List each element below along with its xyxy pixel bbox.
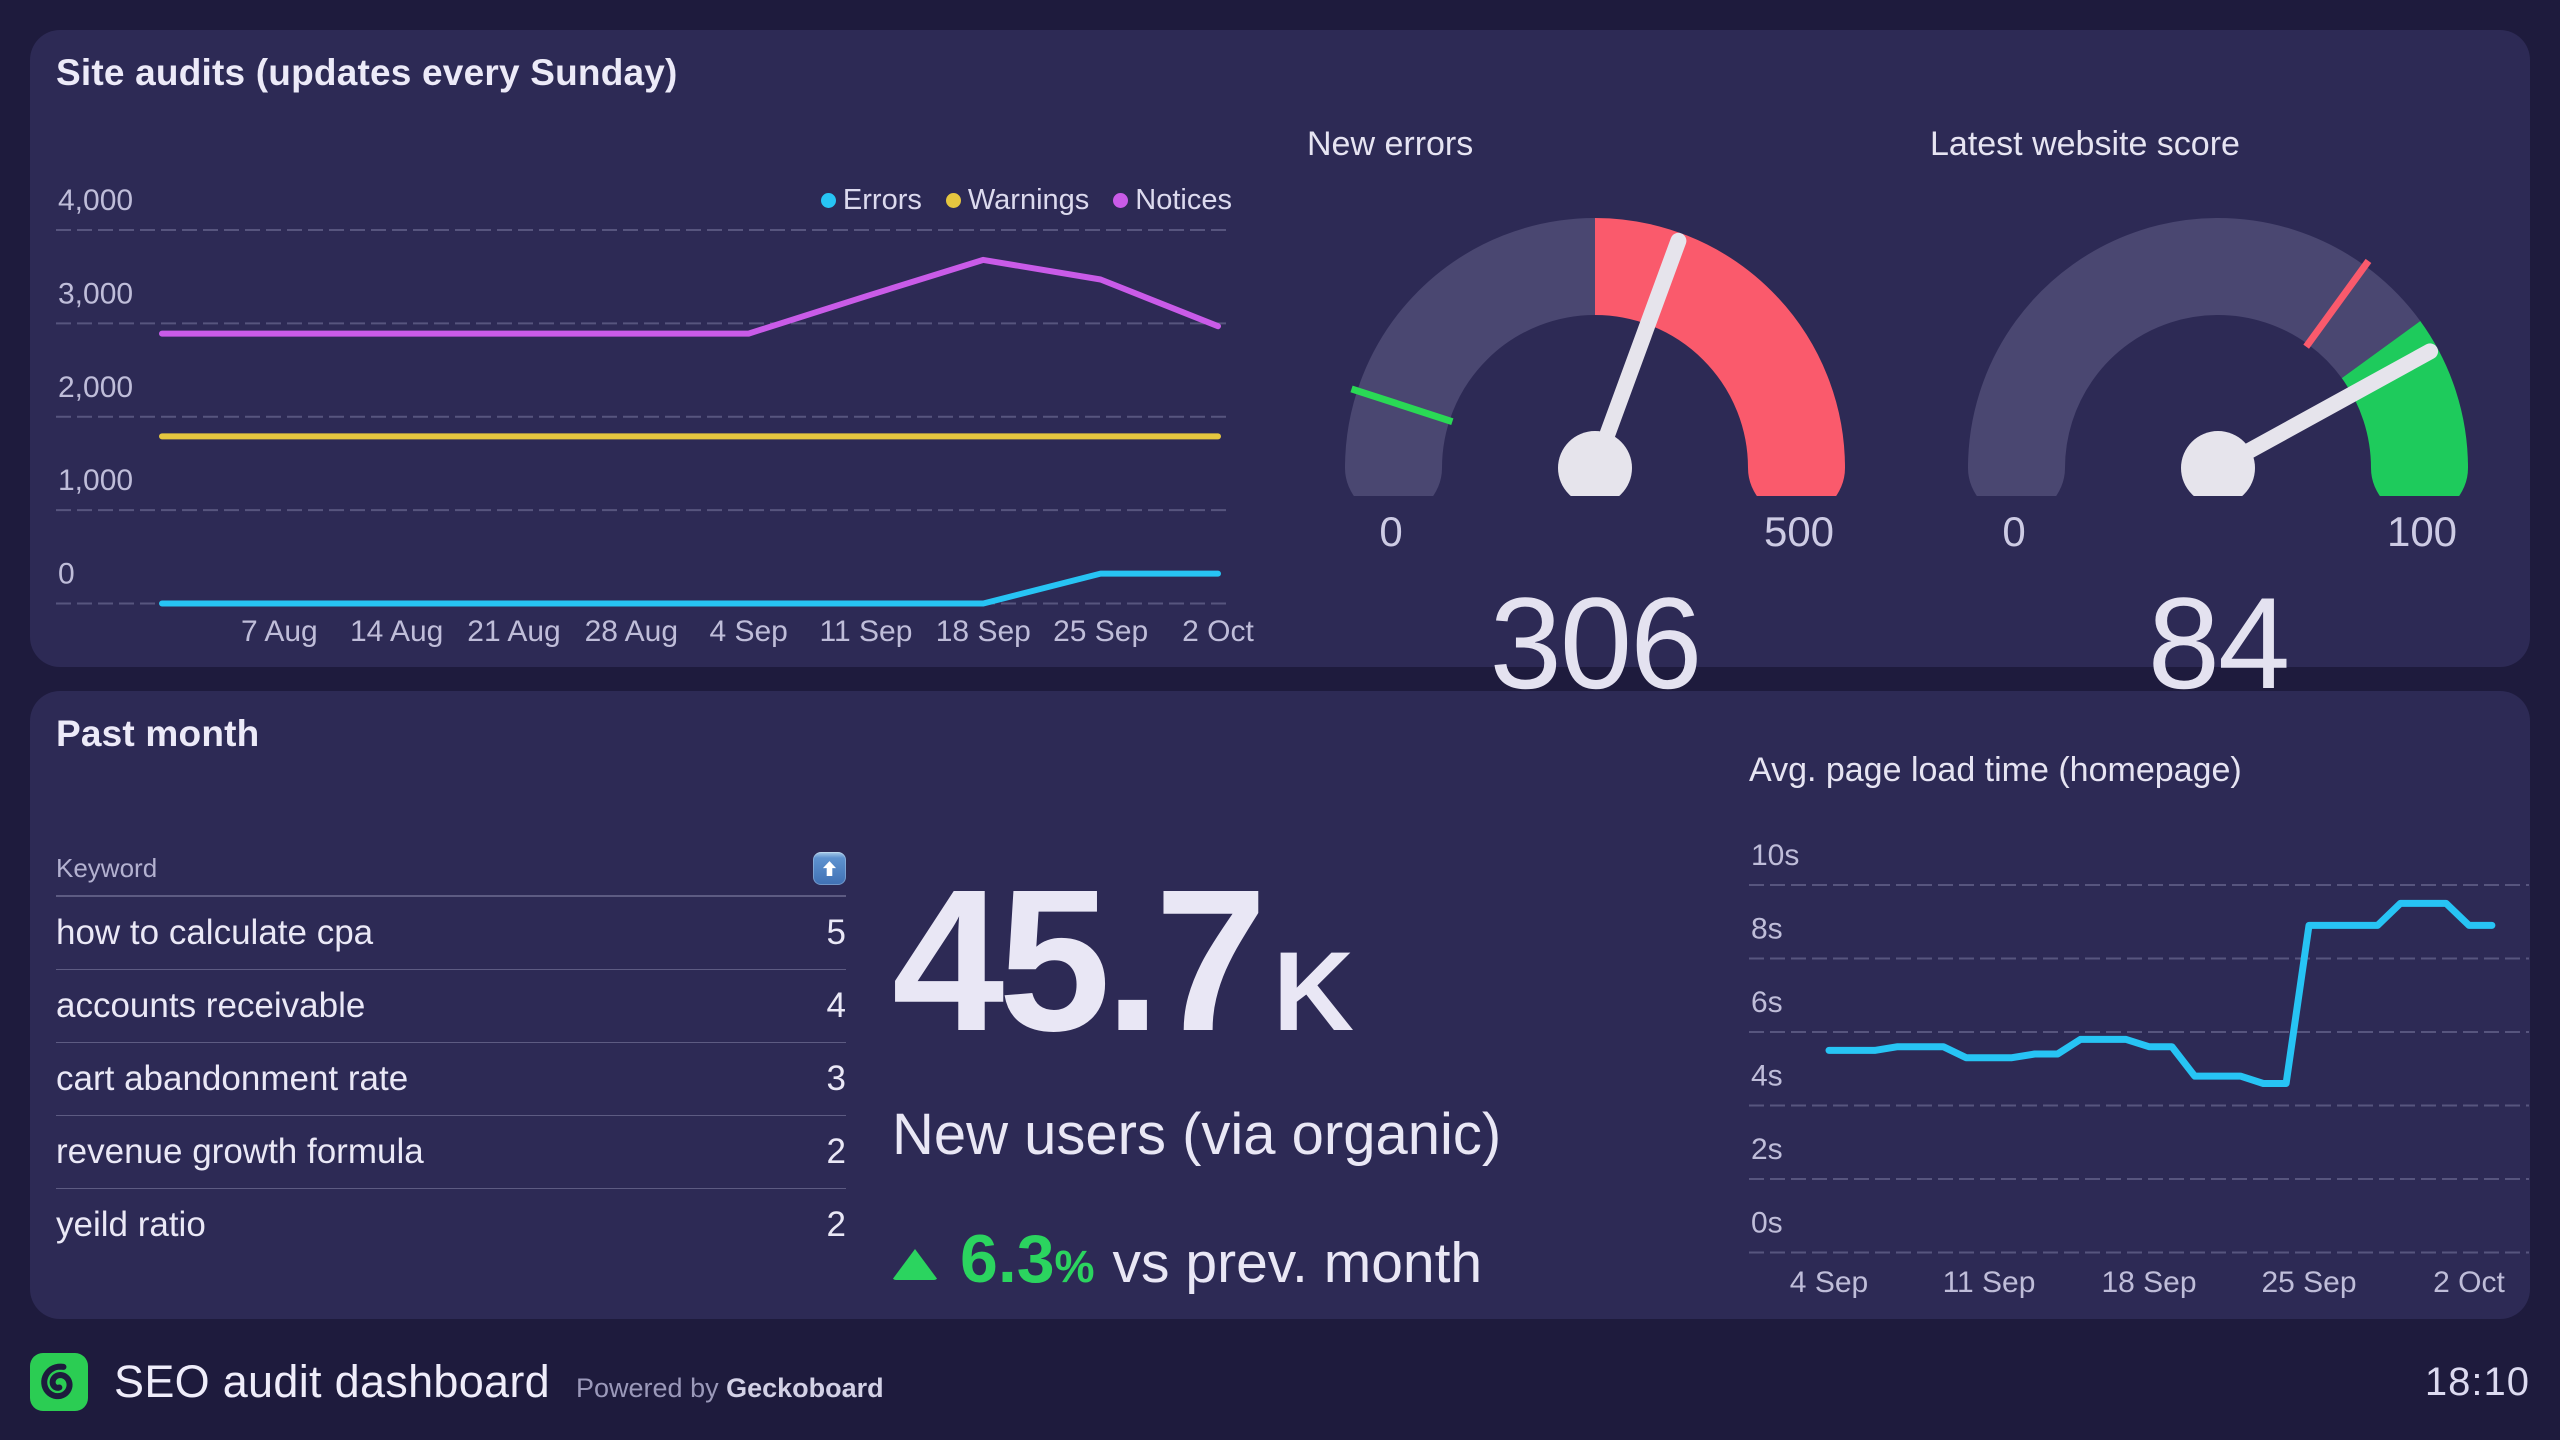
- value-cell: 2: [826, 1205, 846, 1244]
- gecko-spiral-glyph: [41, 1363, 73, 1400]
- keyword-table: Keyword how to calculate cpa 5 accounts re…: [56, 841, 846, 1261]
- change-value: 6.3%: [960, 1221, 1095, 1297]
- legend-label: Errors: [842, 184, 922, 216]
- new-errors-gauge-arc: [1345, 218, 1845, 496]
- legend-dot-icon: [945, 193, 961, 208]
- svg-text:28 Aug: 28 Aug: [585, 615, 678, 648]
- widget-title-load-time: Avg. page load time (homepage): [1749, 751, 2242, 789]
- widget-title-new-errors: New errors: [1307, 125, 1474, 163]
- stat-label: New users (via organic): [892, 1102, 1502, 1167]
- change-caption: vs prev. month: [1112, 1231, 1483, 1295]
- svg-text:25 Sep: 25 Sep: [1053, 615, 1148, 648]
- svg-text:8s: 8s: [1751, 913, 1783, 946]
- gauge-max-label: 100: [2386, 508, 2458, 555]
- svg-text:18 Sep: 18 Sep: [936, 615, 1031, 648]
- svg-text:2s: 2s: [1751, 1133, 1783, 1166]
- table-row: yeild ratio 2: [56, 1189, 846, 1261]
- value-cell: 3: [826, 1059, 846, 1098]
- gauge-min-label: 0: [2002, 508, 2026, 555]
- powered-by-label: Powered by Geckoboard: [576, 1373, 884, 1403]
- gauge-min-label: 0: [1379, 508, 1403, 555]
- sort-ascending-icon: [813, 851, 846, 885]
- svg-text:1,000: 1,000: [58, 464, 133, 497]
- value-cell: 2: [826, 1132, 846, 1171]
- svg-text:3,000: 3,000: [58, 277, 133, 310]
- keyword-cell: cart abandonment rate: [56, 1059, 409, 1098]
- table-row: cart abandonment rate 3: [56, 1043, 846, 1116]
- load-time-line-chart: 0s 2s 4s 6s 8s 10s 4 Sep 11 Sep 18 Sep 25 Sep 2 Oc…: [1749, 839, 2529, 1299]
- keyword-cell: yeild ratio: [56, 1205, 206, 1244]
- table-row: revenue growth formula 2: [56, 1116, 846, 1189]
- svg-text:4 Sep: 4 Sep: [1790, 1266, 1868, 1299]
- site-audits-line-chart: 0 1,000 2,000 3,000 4,000 7 Aug 14 Aug 21 Aug 28…: [56, 184, 1254, 648]
- table-row: how to calculate cpa 5: [56, 897, 846, 970]
- svg-text:7 Aug: 7 Aug: [241, 615, 318, 648]
- table-body: how to calculate cpa 5 accounts receivable…: [56, 897, 846, 1261]
- table-row: accounts receivable 4: [56, 970, 846, 1043]
- panel-title-site-audits: Site audits (updates every Sunday): [56, 52, 678, 93]
- value-cell: 4: [826, 986, 846, 1025]
- stat-value: 45.7 K: [892, 859, 1702, 1061]
- panel-title-past-month: Past month: [56, 713, 260, 754]
- website-score-gauge: Latest website score 0 100 84: [1930, 125, 2514, 718]
- new-errors-gauge: New errors 0 500 306: [1307, 125, 1891, 718]
- svg-text:10s: 10s: [1751, 839, 1799, 872]
- legend-item-errors: Errors: [820, 184, 922, 217]
- svg-text:0: 0: [58, 558, 75, 591]
- load-time-chart: Avg. page load time (homepage) 0s 2s 4s 6s 8…: [1749, 751, 2549, 1304]
- svg-text:25 Sep: 25 Sep: [2261, 1266, 2356, 1299]
- legend-item-warnings: Warnings: [945, 184, 1090, 217]
- legend-label: Notices: [1135, 184, 1232, 216]
- website-score-gauge-arc: [1968, 218, 2468, 496]
- up-arrow-glyph: [822, 860, 837, 876]
- site-audits-panel: Site audits (updates every Sunday) Error…: [30, 30, 2530, 716]
- gauge-max-label: 500: [1763, 508, 1835, 555]
- svg-text:4 Sep: 4 Sep: [709, 615, 787, 648]
- svg-text:2 Oct: 2 Oct: [1182, 615, 1254, 648]
- new-users-stat: 45.7 K New users (via organic) 6.3% vs pr…: [892, 859, 1702, 1298]
- widget-title-website-score: Latest website score: [1930, 125, 2240, 163]
- gauge-axis-labels: 0 500: [1335, 508, 1855, 555]
- dashboard-title: SEO audit dashboard: [114, 1356, 550, 1407]
- svg-text:11 Sep: 11 Sep: [820, 615, 913, 648]
- past-month-panel: Past month Keyword how to calculate cpa 5…: [30, 691, 2530, 1319]
- footer-bar: SEO audit dashboard Powered by Geckoboar…: [30, 1332, 2530, 1432]
- gauge-axis-labels: 0 100: [1958, 508, 2478, 555]
- svg-text:4,000: 4,000: [58, 184, 133, 217]
- up-triangle-icon: [892, 1248, 938, 1280]
- percent-sign: %: [1054, 1241, 1095, 1292]
- value-cell: 5: [826, 913, 846, 952]
- legend-item-notices: Notices: [1113, 184, 1232, 217]
- svg-text:2 Oct: 2 Oct: [2433, 1266, 2505, 1299]
- svg-text:2,000: 2,000: [58, 371, 133, 404]
- keyword-cell: how to calculate cpa: [56, 913, 374, 952]
- legend-dot-icon: [1113, 193, 1129, 208]
- table-header: Keyword: [56, 841, 846, 897]
- clock: 18:10: [2424, 1359, 2530, 1404]
- brand-name: Geckoboard: [726, 1373, 884, 1403]
- svg-text:6s: 6s: [1751, 986, 1783, 1019]
- stat-number: 45.7: [892, 847, 1267, 1073]
- svg-text:4s: 4s: [1751, 1060, 1783, 1093]
- stat-suffix: K: [1273, 929, 1355, 1054]
- keyword-cell: revenue growth formula: [56, 1132, 424, 1171]
- svg-text:11 Sep: 11 Sep: [1943, 1266, 2036, 1299]
- legend-label: Warnings: [967, 184, 1090, 216]
- chart-legend: Errors Warnings Notices: [820, 184, 1232, 217]
- svg-text:0s: 0s: [1751, 1207, 1783, 1240]
- svg-text:18 Sep: 18 Sep: [2101, 1266, 2196, 1299]
- svg-text:14 Aug: 14 Aug: [350, 615, 443, 648]
- stat-change: 6.3% vs prev. month: [892, 1220, 1702, 1298]
- column-header-keyword: Keyword: [56, 852, 158, 883]
- site-audits-chart: Errors Warnings Notices 0 1,000 2,000 3,000 4,…: [56, 140, 1266, 652]
- legend-dot-icon: [820, 193, 836, 208]
- keyword-cell: accounts receivable: [56, 986, 366, 1025]
- geckoboard-logo-icon: [30, 1353, 88, 1411]
- svg-text:21 Aug: 21 Aug: [467, 615, 560, 648]
